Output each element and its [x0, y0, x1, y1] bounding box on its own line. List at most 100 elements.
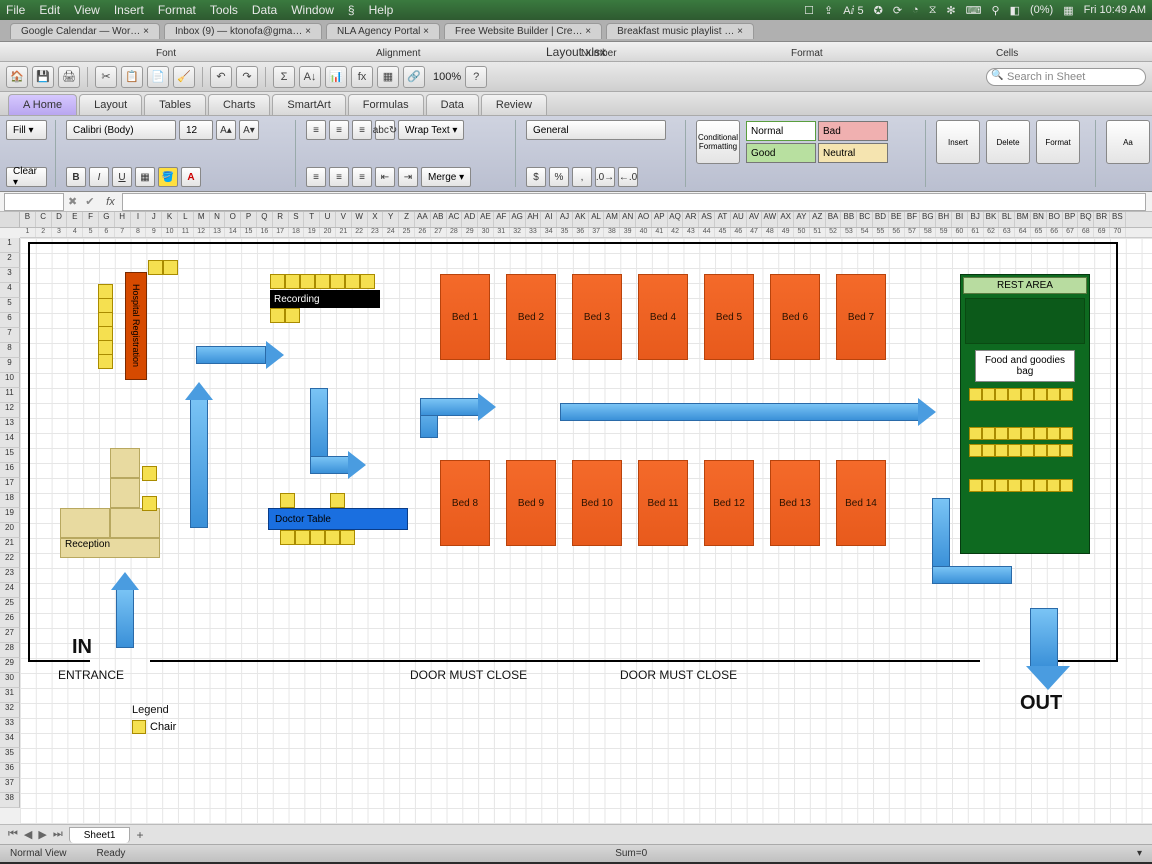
undo-icon[interactable]: ↶: [210, 66, 232, 88]
column-header[interactable]: BL: [999, 212, 1015, 227]
number-format-select[interactable]: General: [526, 120, 666, 140]
clear-button[interactable]: Clear ▾: [6, 167, 47, 187]
row-header[interactable]: 9: [0, 358, 20, 373]
status-bluetooth-icon[interactable]: ✻: [946, 4, 955, 17]
column-header[interactable]: AD: [462, 212, 478, 227]
underline-icon[interactable]: U: [112, 167, 132, 187]
column-header[interactable]: BB: [841, 212, 857, 227]
status-timemachine-icon[interactable]: ◔: [912, 4, 919, 17]
formula-input[interactable]: [122, 193, 1146, 211]
row-header[interactable]: 36: [0, 763, 20, 778]
column-header[interactable]: BE: [889, 212, 905, 227]
column-header[interactable]: B: [20, 212, 36, 227]
bold-icon[interactable]: B: [66, 167, 86, 187]
column-header[interactable]: H: [115, 212, 131, 227]
copy-icon[interactable]: 📋: [121, 66, 143, 88]
status-flag-icon[interactable]: ▦: [1063, 4, 1073, 17]
row-header[interactable]: 29: [0, 658, 20, 673]
row-header[interactable]: 25: [0, 598, 20, 613]
column-header[interactable]: AZ: [810, 212, 826, 227]
column-header[interactable]: M: [194, 212, 210, 227]
autosum-icon[interactable]: Σ: [273, 66, 295, 88]
align-right-icon[interactable]: ≡: [352, 167, 372, 187]
align-bot-icon[interactable]: ≡: [352, 120, 372, 140]
column-header[interactable]: AN: [620, 212, 636, 227]
column-header[interactable]: BJ: [968, 212, 984, 227]
row-header[interactable]: 1: [0, 238, 20, 253]
ribbon-tab-formulas[interactable]: Formulas: [348, 94, 424, 115]
row-header[interactable]: 28: [0, 643, 20, 658]
cut-icon[interactable]: ✂: [95, 66, 117, 88]
merge-button[interactable]: Merge ▾: [421, 167, 471, 187]
column-header[interactable]: AQ: [668, 212, 684, 227]
column-header[interactable]: W: [352, 212, 368, 227]
column-header[interactable]: BQ: [1078, 212, 1094, 227]
shrink-font-icon[interactable]: A▾: [239, 120, 259, 140]
column-header[interactable]: AT: [715, 212, 731, 227]
column-header[interactable]: BP: [1063, 212, 1079, 227]
cell-grid[interactable]: Hospital Registration Recording Receptio…: [20, 238, 1152, 824]
row-header[interactable]: 17: [0, 478, 20, 493]
column-header[interactable]: E: [67, 212, 83, 227]
column-header[interactable]: BN: [1031, 212, 1047, 227]
menu-data[interactable]: Data: [252, 3, 277, 17]
row-header[interactable]: 15: [0, 448, 20, 463]
column-header[interactable]: AG: [510, 212, 526, 227]
row-header[interactable]: 13: [0, 418, 20, 433]
status-view[interactable]: Normal View: [10, 848, 67, 859]
cancel-icon[interactable]: ✖: [64, 195, 81, 208]
redo-icon[interactable]: ↷: [236, 66, 258, 88]
sheet-nav-first-icon[interactable]: ⏮: [8, 828, 18, 841]
column-header[interactable]: AA: [415, 212, 431, 227]
sort-icon[interactable]: A↓: [299, 66, 321, 88]
style-bad[interactable]: Bad: [818, 121, 888, 141]
column-header[interactable]: K: [162, 212, 178, 227]
column-header[interactable]: AR: [683, 212, 699, 227]
ribbon-tab-review[interactable]: Review: [481, 94, 547, 115]
column-header[interactable]: BA: [826, 212, 842, 227]
sheet-nav-prev-icon[interactable]: ◀: [24, 828, 32, 841]
row-header[interactable]: 26: [0, 613, 20, 628]
column-header[interactable]: BR: [1094, 212, 1110, 227]
row-header[interactable]: 20: [0, 523, 20, 538]
row-header[interactable]: 24: [0, 583, 20, 598]
row-header[interactable]: 21: [0, 538, 20, 553]
column-header[interactable]: AW: [762, 212, 778, 227]
menu-tools[interactable]: Tools: [210, 3, 238, 17]
status-gear-icon[interactable]: ✪: [874, 4, 883, 17]
confirm-icon[interactable]: ✔: [81, 195, 98, 208]
add-sheet-button[interactable]: +: [136, 828, 143, 842]
column-header[interactable]: BF: [905, 212, 921, 227]
row-header[interactable]: 27: [0, 628, 20, 643]
chart-icon[interactable]: 📊: [325, 66, 347, 88]
browser-tab[interactable]: Breakfast music playlist … ×: [606, 23, 754, 39]
row-header[interactable]: 2: [0, 253, 20, 268]
column-header[interactable]: T: [304, 212, 320, 227]
status-volume-icon[interactable]: ⚲: [992, 4, 1000, 17]
align-center-icon[interactable]: ≡: [329, 167, 349, 187]
menu-file[interactable]: File: [6, 3, 25, 17]
column-header[interactable]: AV: [747, 212, 763, 227]
column-header[interactable]: O: [225, 212, 241, 227]
column-header[interactable]: AK: [573, 212, 589, 227]
column-header[interactable]: Z: [399, 212, 415, 227]
print-icon[interactable]: 🖨: [58, 66, 80, 88]
percent-icon[interactable]: %: [549, 167, 569, 187]
column-header[interactable]: AF: [494, 212, 510, 227]
themes-button[interactable]: Aa: [1106, 120, 1150, 164]
column-header[interactable]: R: [273, 212, 289, 227]
status-refresh-icon[interactable]: ⟳: [893, 4, 902, 17]
border-icon[interactable]: ▦: [135, 167, 155, 187]
paste-icon[interactable]: 📄: [147, 66, 169, 88]
insert-cells-button[interactable]: Insert: [936, 120, 980, 164]
style-normal[interactable]: Normal: [746, 121, 816, 141]
currency-icon[interactable]: $: [526, 167, 546, 187]
column-header[interactable]: Y: [383, 212, 399, 227]
column-header[interactable]: P: [241, 212, 257, 227]
row-header[interactable]: 11: [0, 388, 20, 403]
row-header[interactable]: 10: [0, 373, 20, 388]
menu-insert[interactable]: Insert: [114, 3, 144, 17]
row-header[interactable]: 37: [0, 778, 20, 793]
row-header[interactable]: 3: [0, 268, 20, 283]
column-header[interactable]: BO: [1047, 212, 1063, 227]
